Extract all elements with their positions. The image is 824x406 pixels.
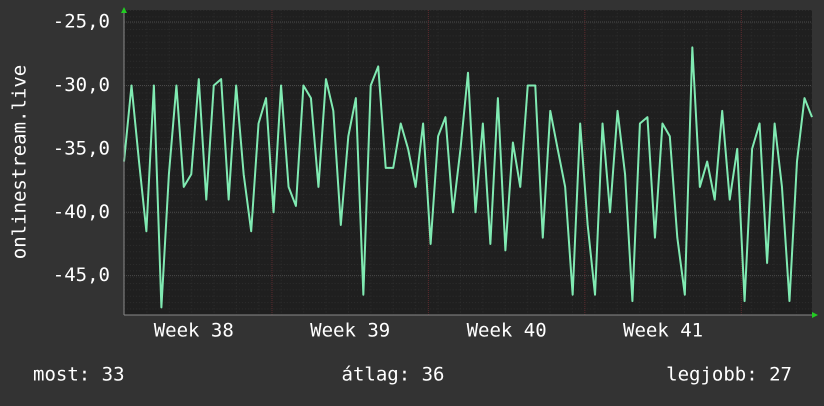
y-tick-label: -45,0	[53, 264, 110, 286]
footer-now: most: 33	[33, 364, 125, 386]
x-arrow	[812, 312, 818, 318]
footer-best: legjobb: 27	[666, 364, 792, 386]
x-tick-label: Week 39	[310, 320, 390, 342]
x-tick-label: Week 41	[623, 320, 703, 342]
y-tick-label: -25,0	[53, 11, 110, 33]
y-tick-label: -40,0	[53, 201, 110, 223]
footer-average: átlag: 36	[342, 364, 445, 386]
y-arrow	[121, 7, 127, 13]
y-tick-label: -30,0	[53, 74, 110, 96]
plot-area	[124, 10, 812, 315]
y-tick-label: -35,0	[53, 137, 110, 159]
data-line	[123, 46, 813, 309]
x-tick-label: Week 40	[467, 320, 547, 342]
y-axis-title: onlinestream.live	[9, 65, 31, 259]
x-tick-label: Week 38	[154, 320, 234, 342]
